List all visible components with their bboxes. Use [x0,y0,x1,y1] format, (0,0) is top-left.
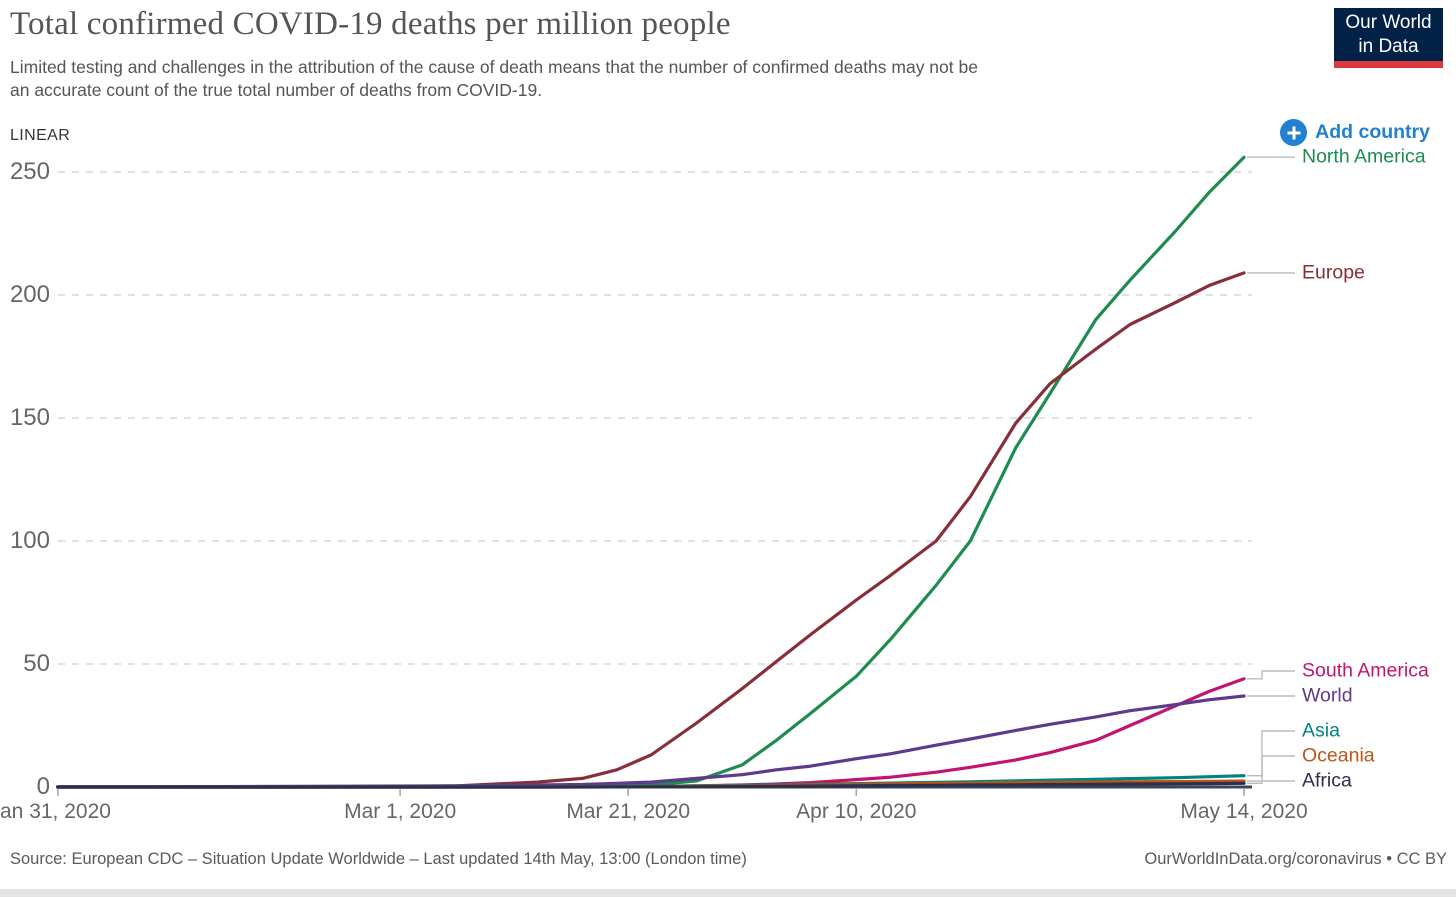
x-axis-label-50: Mar 21, 2020 [566,800,691,823]
series-line-europe[interactable] [56,271,1246,789]
legend-label-asia[interactable]: Asia [1302,719,1340,742]
subtitle-line-2: an accurate count of the true total numb… [10,80,543,100]
y-axis-label-150: 150 [9,404,50,431]
legend-connector-africa [1247,780,1295,784]
legend-label-world[interactable]: World [1302,684,1353,707]
credit-link[interactable]: OurWorldInData.org/coronavirus • CC BY [1144,850,1447,868]
subtitle-line-1: Limited testing and challenges in the at… [10,57,978,77]
y-axis-label-0: 0 [36,773,50,800]
legend-label-oceania[interactable]: Oceania [1302,744,1375,767]
series-line-world[interactable] [56,694,1246,789]
legend-connector-south-america [1247,670,1295,680]
legend-connector-oceania [1247,755,1295,782]
add-country-label: Add country [1315,121,1430,143]
bottom-divider-bar [0,889,1456,897]
series-line-north-america[interactable] [56,155,1246,789]
x-axis-label-104: May 14, 2020 [1180,800,1308,823]
scale-toggle-linear[interactable]: LINEAR [10,127,71,144]
legend-label-europe[interactable]: Europe [1302,261,1365,284]
owid-logo-stripe [1334,61,1443,68]
y-axis-label-50: 50 [23,650,50,677]
x-axis-label-0: an 31, 2020 [0,800,111,823]
legend-connector-asia [1247,730,1295,777]
source-note: Source: European CDC – Situation Update … [10,850,747,868]
x-axis-label-70: Apr 10, 2020 [796,800,917,823]
y-axis-label-100: 100 [9,527,50,554]
legend-label-africa[interactable]: Africa [1302,769,1352,792]
add-country-button[interactable]: Add country [1280,119,1430,146]
legend-label-south-america[interactable]: South America [1302,659,1429,682]
owid-logo[interactable]: Our World in Data [1334,8,1443,68]
series-line-africa[interactable] [56,781,1246,789]
legend-label-north-america[interactable]: North America [1302,145,1426,168]
y-axis-label-200: 200 [9,281,50,308]
series-line-south-america[interactable] [56,677,1246,789]
page-title: Total confirmed COVID-19 deaths per mill… [10,6,731,42]
y-axis-label-250: 250 [9,158,50,185]
x-axis-label-30: Mar 1, 2020 [344,800,457,823]
plus-icon [1280,119,1308,146]
owid-logo-text: Our World in Data [1334,8,1443,61]
